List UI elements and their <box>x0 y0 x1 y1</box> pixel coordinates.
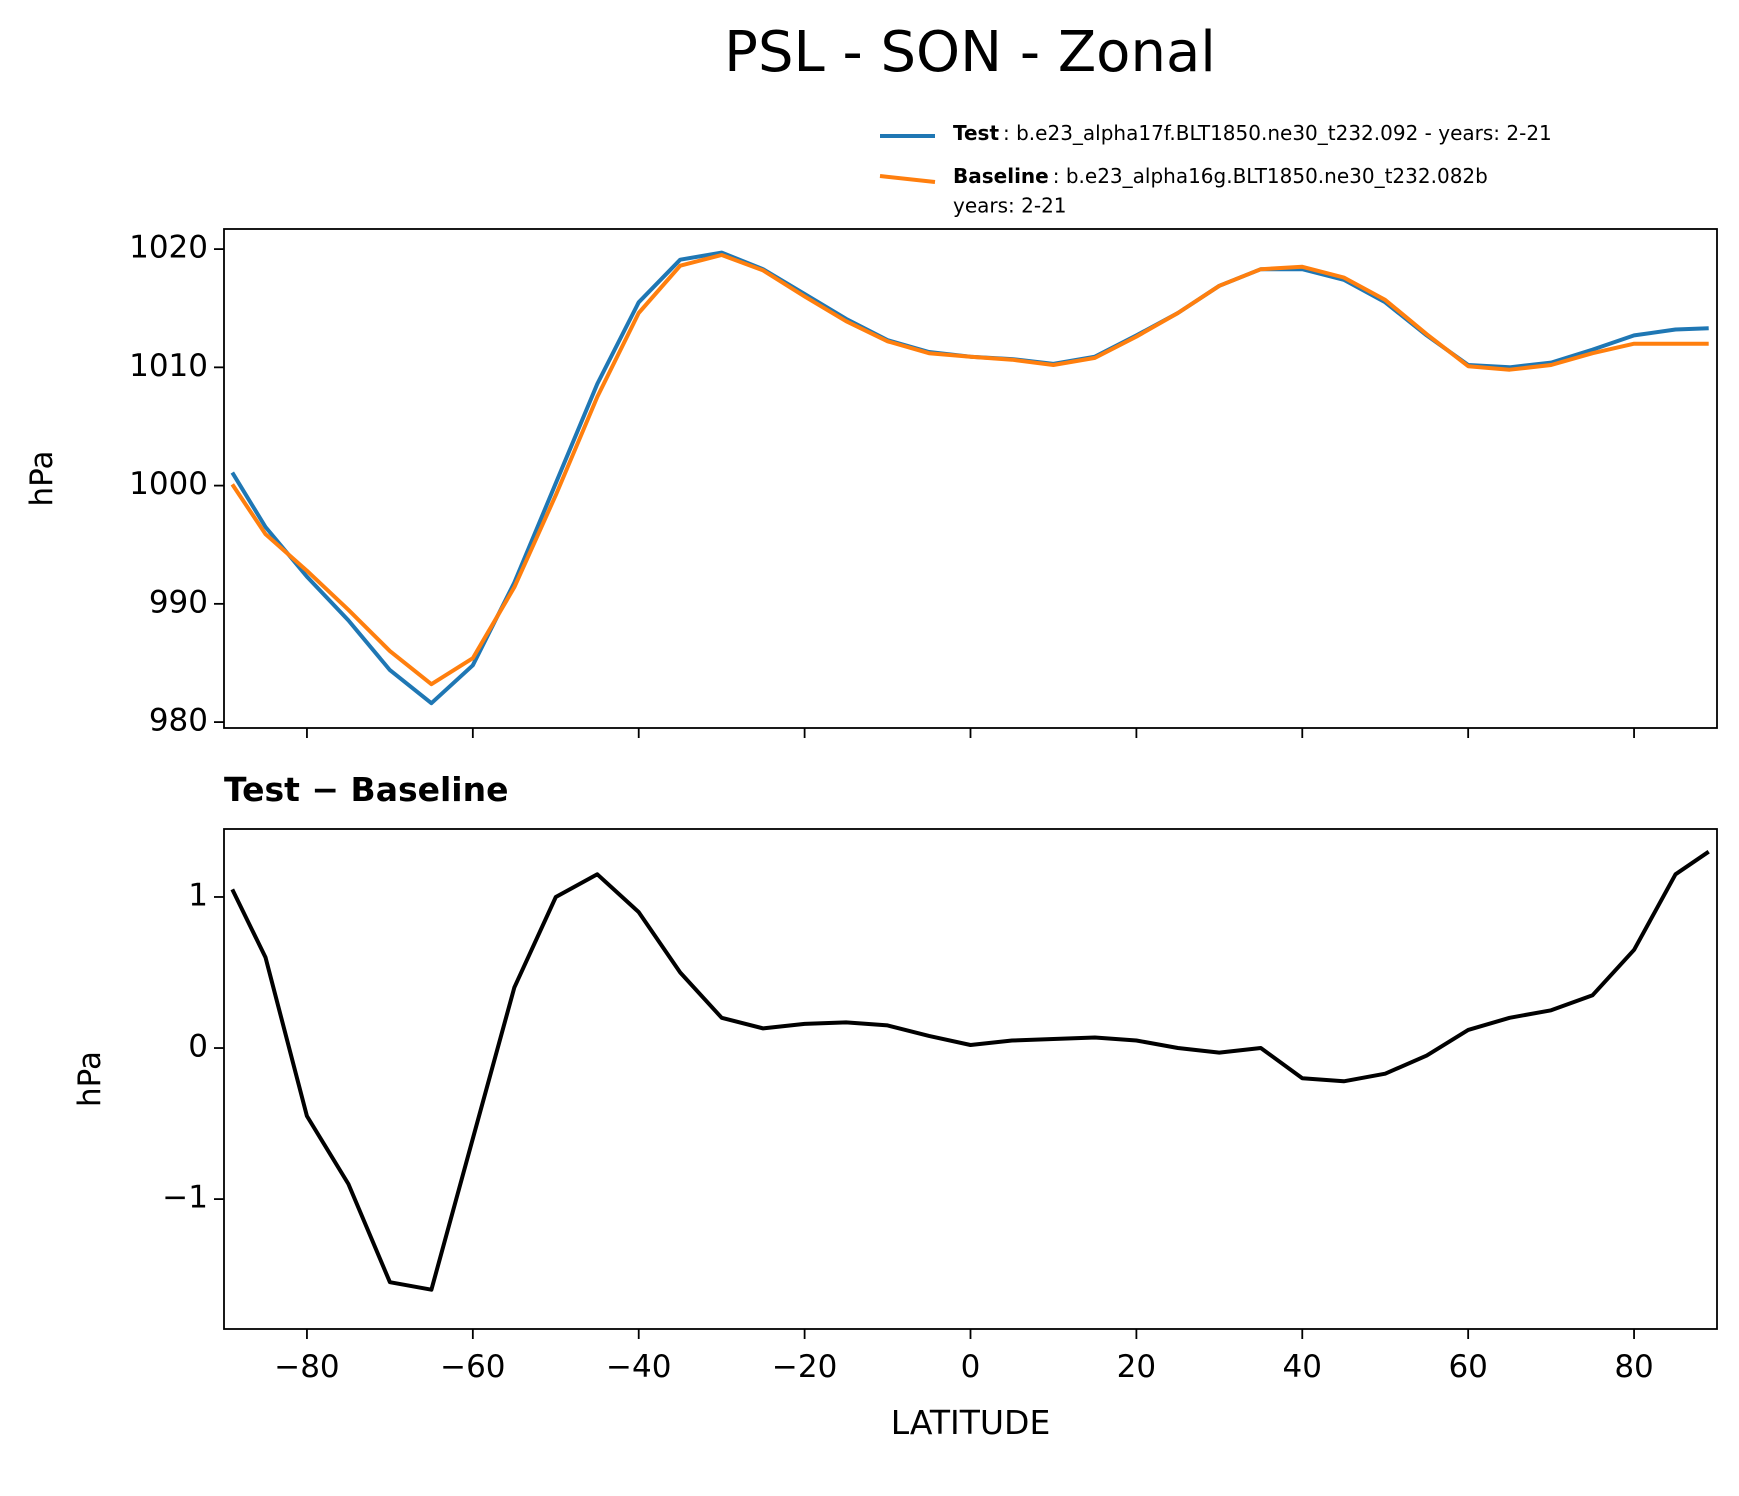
legend-description: : b.e23_alpha17f.BLT1850.ne30_t232.092 -… <box>1003 121 1552 145</box>
x-tick-label: 0 <box>961 1349 981 1385</box>
x-tick-label: −80 <box>274 1349 339 1385</box>
legend-label: Test: b.e23_alpha17f.BLT1850.ne30_t232.0… <box>953 121 1552 145</box>
x-tick-label: 80 <box>1614 1349 1653 1385</box>
x-tick-label: −60 <box>440 1349 505 1385</box>
subplot-title: Test − Baseline <box>224 770 509 809</box>
x-tick-label: 20 <box>1117 1349 1156 1385</box>
y-axis-label: hPa <box>72 1051 108 1107</box>
x-tick-label: −20 <box>772 1349 837 1385</box>
figure-title: PSL - SON - Zonal <box>724 20 1216 85</box>
legend-description: years: 2-21 <box>953 194 1067 218</box>
y-tick-label: 990 <box>149 584 208 620</box>
y-tick-label: 1000 <box>129 466 208 502</box>
x-tick-label: 60 <box>1448 1349 1487 1385</box>
y-axis-label: hPa <box>24 451 60 507</box>
legend-name: Baseline <box>953 164 1049 188</box>
legend-description: : b.e23_alpha16g.BLT1850.ne30_t232.082b <box>1053 164 1488 188</box>
y-tick-label: 1020 <box>129 230 208 266</box>
y-tick-label: −1 <box>162 1180 208 1216</box>
x-tick-label: 40 <box>1283 1349 1322 1385</box>
x-axis-label: LATITUDE <box>891 1403 1051 1442</box>
legend-label: Baseline: b.e23_alpha16g.BLT1850.ne30_t2… <box>953 164 1488 188</box>
series-line <box>230 253 1709 687</box>
y-tick-label: 1 <box>188 877 208 913</box>
x-tick-label: −40 <box>606 1349 671 1385</box>
legend-name: Test <box>953 121 999 145</box>
y-tick-label: 0 <box>188 1029 208 1065</box>
difference-line <box>230 850 1710 1292</box>
y-tick-label: 1010 <box>129 348 208 384</box>
series-line <box>230 250 1709 706</box>
plot-frame <box>223 228 1718 729</box>
plot-frame <box>223 828 1718 1330</box>
y-tick-label: 980 <box>149 703 208 739</box>
legend-swatch <box>879 174 936 184</box>
